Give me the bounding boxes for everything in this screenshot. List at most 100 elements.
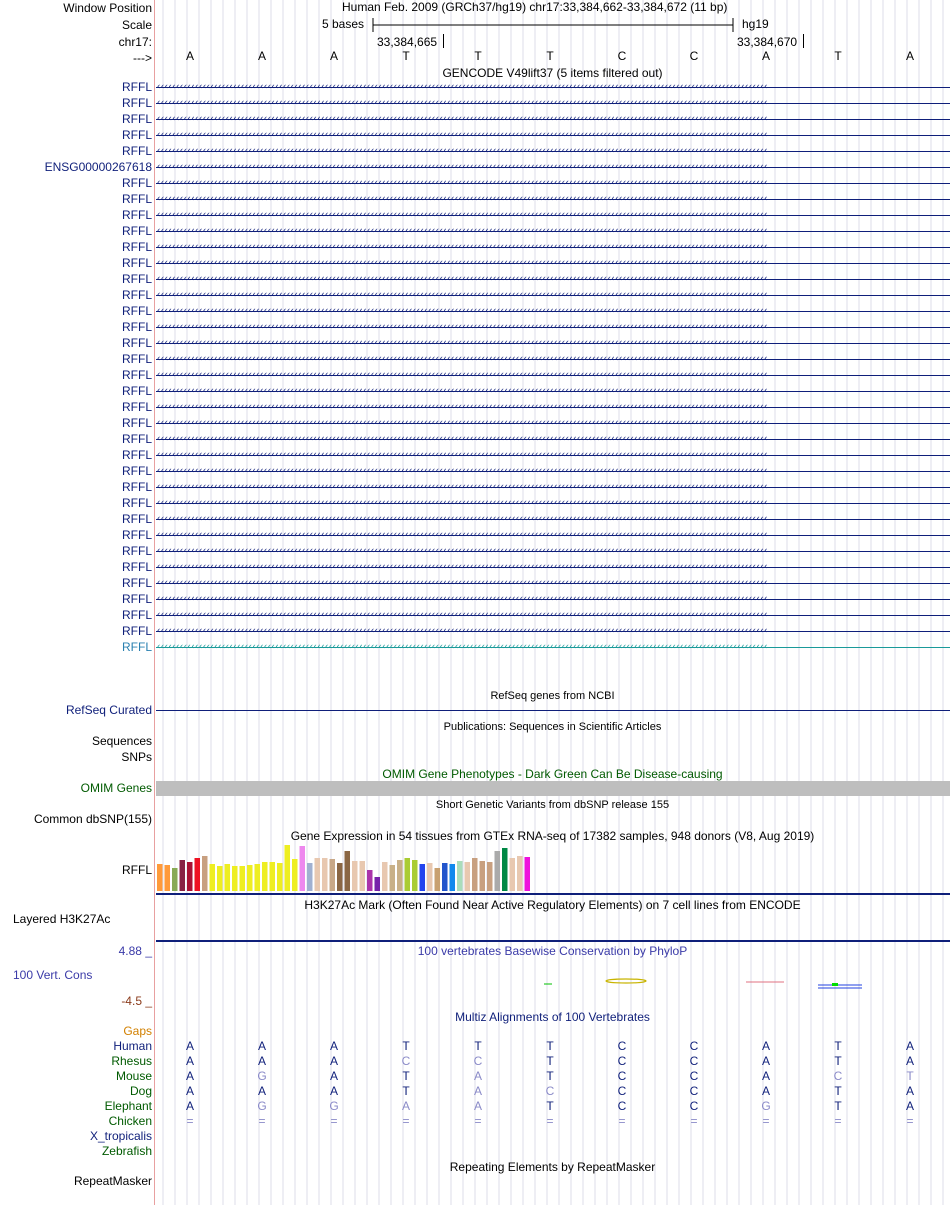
- gencode-transcript-label[interactable]: RFFL: [122, 368, 152, 382]
- gencode-transcript-line[interactable]: ‹‹‹‹‹‹‹‹‹‹‹‹‹‹‹‹‹‹‹‹‹‹‹‹‹‹‹‹‹‹‹‹‹‹‹‹‹‹‹‹…: [156, 258, 950, 268]
- refseq-gene-line[interactable]: [156, 710, 950, 711]
- gencode-transcript-label[interactable]: RFFL: [122, 432, 152, 446]
- omim-track-title[interactable]: OMIM Gene Phenotypes - Dark Green Can Be…: [382, 767, 723, 781]
- gencode-transcript-line[interactable]: ‹‹‹‹‹‹‹‹‹‹‹‹‹‹‹‹‹‹‹‹‹‹‹‹‹‹‹‹‹‹‹‹‹‹‹‹‹‹‹‹…: [156, 306, 950, 316]
- gencode-transcript-line[interactable]: ‹‹‹‹‹‹‹‹‹‹‹‹‹‹‹‹‹‹‹‹‹‹‹‹‹‹‹‹‹‹‹‹‹‹‹‹‹‹‹‹…: [156, 210, 950, 220]
- gtex-tissue-bar[interactable]: [299, 846, 306, 891]
- gencode-transcript-line[interactable]: ‹‹‹‹‹‹‹‹‹‹‹‹‹‹‹‹‹‹‹‹‹‹‹‹‹‹‹‹‹‹‹‹‹‹‹‹‹‹‹‹…: [156, 162, 950, 172]
- gtex-tissue-bar[interactable]: [427, 863, 433, 891]
- gencode-transcript-label[interactable]: RFFL: [122, 256, 152, 270]
- gencode-transcript-line[interactable]: ‹‹‹‹‹‹‹‹‹‹‹‹‹‹‹‹‹‹‹‹‹‹‹‹‹‹‹‹‹‹‹‹‹‹‹‹‹‹‹‹…: [156, 562, 950, 572]
- gencode-transcript-label[interactable]: RFFL: [122, 512, 152, 526]
- gtex-tissue-bar[interactable]: [524, 857, 531, 891]
- gtex-tissue-bar[interactable]: [494, 851, 501, 891]
- gtex-track-title[interactable]: Gene Expression in 54 tissues from GTEx …: [290, 829, 815, 843]
- gencode-transcript-label[interactable]: RFFL: [122, 176, 152, 190]
- gtex-tissue-bar[interactable]: [179, 860, 186, 891]
- gtex-tissue-bar[interactable]: [382, 862, 388, 891]
- gtex-tissue-bar[interactable]: [487, 862, 493, 891]
- species-label[interactable]: Elephant: [104, 1099, 152, 1113]
- gencode-transcript-label[interactable]: RFFL: [122, 544, 152, 558]
- species-label[interactable]: Zebrafish: [101, 1144, 152, 1158]
- gencode-transcript-label[interactable]: RFFL: [122, 80, 152, 94]
- gencode-transcript-line[interactable]: ‹‹‹‹‹‹‹‹‹‹‹‹‹‹‹‹‹‹‹‹‹‹‹‹‹‹‹‹‹‹‹‹‹‹‹‹‹‹‹‹…: [156, 418, 950, 428]
- gtex-tissue-bar[interactable]: [509, 858, 516, 891]
- omim-label[interactable]: OMIM Genes: [80, 781, 152, 795]
- gencode-transcript-line[interactable]: ‹‹‹‹‹‹‹‹‹‹‹‹‹‹‹‹‹‹‹‹‹‹‹‹‹‹‹‹‹‹‹‹‹‹‹‹‹‹‹‹…: [156, 402, 950, 412]
- gtex-tissue-bar[interactable]: [329, 859, 336, 891]
- gtex-tissue-bar[interactable]: [262, 862, 268, 891]
- dbsnp-track-title[interactable]: Short Genetic Variants from dbSNP releas…: [435, 799, 670, 811]
- gencode-transcript-line[interactable]: ‹‹‹‹‹‹‹‹‹‹‹‹‹‹‹‹‹‹‹‹‹‹‹‹‹‹‹‹‹‹‹‹‹‹‹‹‹‹‹‹…: [156, 98, 950, 108]
- gencode-transcript-line[interactable]: ‹‹‹‹‹‹‹‹‹‹‹‹‹‹‹‹‹‹‹‹‹‹‹‹‹‹‹‹‹‹‹‹‹‹‹‹‹‹‹‹…: [156, 114, 950, 124]
- gtex-tissue-bar[interactable]: [502, 848, 508, 891]
- gtex-tissue-bar[interactable]: [194, 858, 201, 891]
- gencode-transcript-label[interactable]: RFFL: [122, 96, 152, 110]
- gencode-transcript-label[interactable]: RFFL: [122, 192, 152, 206]
- gencode-transcript-label[interactable]: RFFL: [122, 576, 152, 590]
- gencode-transcript-label[interactable]: RFFL: [122, 272, 152, 286]
- gtex-tissue-bar[interactable]: [352, 861, 358, 891]
- gtex-tissue-bar[interactable]: [479, 861, 486, 891]
- gtex-tissue-bar[interactable]: [367, 870, 373, 891]
- gtex-tissue-bar[interactable]: [517, 856, 523, 891]
- gtex-tissue-bar[interactable]: [374, 877, 381, 891]
- gencode-transcript-label[interactable]: RFFL: [122, 528, 152, 542]
- gtex-tissue-bar[interactable]: [412, 860, 418, 891]
- gtex-tissue-bar[interactable]: [337, 863, 343, 891]
- species-label[interactable]: Chicken: [108, 1114, 152, 1128]
- gencode-transcript-line[interactable]: ‹‹‹‹‹‹‹‹‹‹‹‹‹‹‹‹‹‹‹‹‹‹‹‹‹‹‹‹‹‹‹‹‹‹‹‹‹‹‹‹…: [156, 338, 950, 348]
- gtex-tissue-bar[interactable]: [344, 851, 351, 891]
- gencode-transcript-line[interactable]: ‹‹‹‹‹‹‹‹‹‹‹‹‹‹‹‹‹‹‹‹‹‹‹‹‹‹‹‹‹‹‹‹‹‹‹‹‹‹‹‹…: [156, 178, 950, 188]
- gtex-tissue-bar[interactable]: [217, 866, 223, 891]
- gtex-bar-chart[interactable]: [156, 844, 556, 892]
- gtex-tissue-bar[interactable]: [419, 864, 426, 891]
- gencode-transcript-label[interactable]: RFFL: [122, 304, 152, 318]
- species-label[interactable]: X_tropicalis: [89, 1129, 152, 1143]
- gencode-transcript-label[interactable]: RFFL: [122, 112, 152, 126]
- repeatmasker-label[interactable]: RepeatMasker: [73, 1174, 152, 1188]
- species-label[interactable]: Dog: [129, 1084, 152, 1098]
- gencode-transcript-line[interactable]: ‹‹‹‹‹‹‹‹‹‹‹‹‹‹‹‹‹‹‹‹‹‹‹‹‹‹‹‹‹‹‹‹‹‹‹‹‹‹‹‹…: [156, 274, 950, 284]
- gtex-tissue-bar[interactable]: [389, 865, 396, 891]
- gencode-transcript-line[interactable]: ‹‹‹‹‹‹‹‹‹‹‹‹‹‹‹‹‹‹‹‹‹‹‹‹‹‹‹‹‹‹‹‹‹‹‹‹‹‹‹‹…: [156, 354, 950, 364]
- gencode-transcript-label[interactable]: RFFL: [122, 560, 152, 574]
- gtex-tissue-bar[interactable]: [292, 859, 298, 891]
- gencode-transcript-line[interactable]: ‹‹‹‹‹‹‹‹‹‹‹‹‹‹‹‹‹‹‹‹‹‹‹‹‹‹‹‹‹‹‹‹‹‹‹‹‹‹‹‹…: [156, 130, 950, 140]
- repeatmasker-track-title[interactable]: Repeating Elements by RepeatMasker: [449, 1160, 656, 1174]
- gencode-transcript-label[interactable]: RFFL: [122, 288, 152, 302]
- gtex-tissue-bar[interactable]: [164, 865, 171, 891]
- gencode-transcript-label[interactable]: RFFL: [122, 336, 152, 350]
- gencode-transcript-line[interactable]: ‹‹‹‹‹‹‹‹‹‹‹‹‹‹‹‹‹‹‹‹‹‹‹‹‹‹‹‹‹‹‹‹‹‹‹‹‹‹‹‹…: [156, 594, 950, 604]
- gtex-tissue-bar[interactable]: [172, 868, 178, 891]
- gtex-tissue-bar[interactable]: [314, 858, 321, 891]
- gtex-tissue-bar[interactable]: [247, 865, 253, 891]
- omim-phenotype-bar[interactable]: [156, 781, 950, 796]
- gencode-transcript-line[interactable]: ‹‹‹‹‹‹‹‹‹‹‹‹‹‹‹‹‹‹‹‹‹‹‹‹‹‹‹‹‹‹‹‹‹‹‹‹‹‹‹‹…: [156, 642, 950, 652]
- h3k27ac-label[interactable]: Layered H3K27Ac: [13, 912, 111, 926]
- gencode-transcript-line[interactable]: ‹‹‹‹‹‹‹‹‹‹‹‹‹‹‹‹‹‹‹‹‹‹‹‹‹‹‹‹‹‹‹‹‹‹‹‹‹‹‹‹…: [156, 386, 950, 396]
- gencode-transcript-line[interactable]: ‹‹‹‹‹‹‹‹‹‹‹‹‹‹‹‹‹‹‹‹‹‹‹‹‹‹‹‹‹‹‹‹‹‹‹‹‹‹‹‹…: [156, 578, 950, 588]
- gencode-transcript-line[interactable]: ‹‹‹‹‹‹‹‹‹‹‹‹‹‹‹‹‹‹‹‹‹‹‹‹‹‹‹‹‹‹‹‹‹‹‹‹‹‹‹‹…: [156, 146, 950, 156]
- gtex-tissue-bar[interactable]: [404, 858, 411, 891]
- gtex-tissue-bar[interactable]: [269, 862, 276, 891]
- gtex-tissue-bar[interactable]: [209, 864, 216, 891]
- publications-track-title[interactable]: Publications: Sequences in Scientific Ar…: [443, 721, 662, 733]
- gtex-tissue-bar[interactable]: [232, 866, 238, 891]
- gencode-transcript-line[interactable]: ‹‹‹‹‹‹‹‹‹‹‹‹‹‹‹‹‹‹‹‹‹‹‹‹‹‹‹‹‹‹‹‹‹‹‹‹‹‹‹‹…: [156, 82, 950, 92]
- gencode-transcript-label[interactable]: RFFL: [122, 640, 152, 654]
- gencode-transcript-label[interactable]: RFFL: [122, 128, 152, 142]
- species-label[interactable]: Rhesus: [111, 1054, 152, 1068]
- gencode-transcript-label[interactable]: RFFL: [122, 416, 152, 430]
- phylop-signal[interactable]: [156, 970, 950, 1000]
- gencode-transcript-line[interactable]: ‹‹‹‹‹‹‹‹‹‹‹‹‹‹‹‹‹‹‹‹‹‹‹‹‹‹‹‹‹‹‹‹‹‹‹‹‹‹‹‹…: [156, 610, 950, 620]
- gencode-transcript-line[interactable]: ‹‹‹‹‹‹‹‹‹‹‹‹‹‹‹‹‹‹‹‹‹‹‹‹‹‹‹‹‹‹‹‹‹‹‹‹‹‹‹‹…: [156, 450, 950, 460]
- gencode-transcript-label[interactable]: RFFL: [122, 592, 152, 606]
- gencode-transcript-label[interactable]: RFFL: [122, 352, 152, 366]
- species-label[interactable]: Human: [113, 1039, 152, 1053]
- species-label[interactable]: Mouse: [115, 1069, 152, 1083]
- phylop-label[interactable]: 100 Vert. Cons: [13, 968, 93, 982]
- gencode-transcript-label[interactable]: ENSG00000267618: [44, 160, 152, 174]
- gtex-tissue-bar[interactable]: [322, 858, 328, 891]
- gtex-tissue-bar[interactable]: [157, 864, 163, 891]
